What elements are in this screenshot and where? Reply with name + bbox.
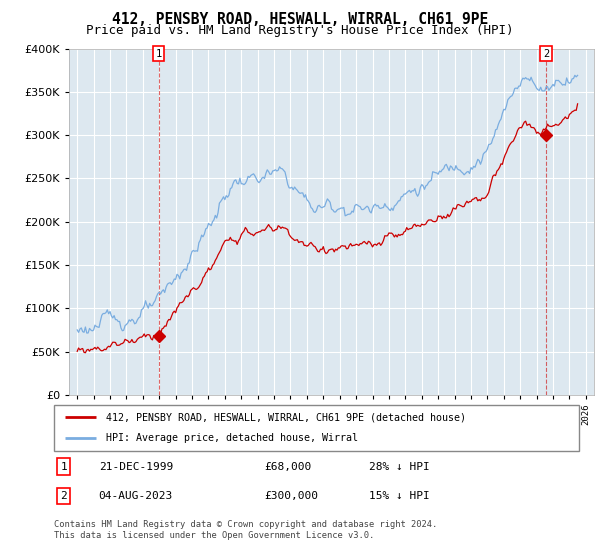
FancyBboxPatch shape <box>54 405 579 451</box>
Text: This data is licensed under the Open Government Licence v3.0.: This data is licensed under the Open Gov… <box>54 531 374 540</box>
Text: 2: 2 <box>543 49 549 59</box>
Text: 21-DEC-1999: 21-DEC-1999 <box>98 461 173 472</box>
Text: 2: 2 <box>60 491 67 501</box>
Text: 412, PENSBY ROAD, HESWALL, WIRRAL, CH61 9PE (detached house): 412, PENSBY ROAD, HESWALL, WIRRAL, CH61 … <box>107 412 467 422</box>
Text: Contains HM Land Registry data © Crown copyright and database right 2024.: Contains HM Land Registry data © Crown c… <box>54 520 437 529</box>
Text: 1: 1 <box>155 49 162 59</box>
Text: £68,000: £68,000 <box>264 461 311 472</box>
Text: 412, PENSBY ROAD, HESWALL, WIRRAL, CH61 9PE: 412, PENSBY ROAD, HESWALL, WIRRAL, CH61 … <box>112 12 488 27</box>
Text: Price paid vs. HM Land Registry's House Price Index (HPI): Price paid vs. HM Land Registry's House … <box>86 24 514 37</box>
Text: HPI: Average price, detached house, Wirral: HPI: Average price, detached house, Wirr… <box>107 433 359 444</box>
Text: 28% ↓ HPI: 28% ↓ HPI <box>369 461 430 472</box>
Text: 15% ↓ HPI: 15% ↓ HPI <box>369 491 430 501</box>
Text: 1: 1 <box>60 461 67 472</box>
Text: £300,000: £300,000 <box>264 491 318 501</box>
Text: 04-AUG-2023: 04-AUG-2023 <box>98 491 173 501</box>
